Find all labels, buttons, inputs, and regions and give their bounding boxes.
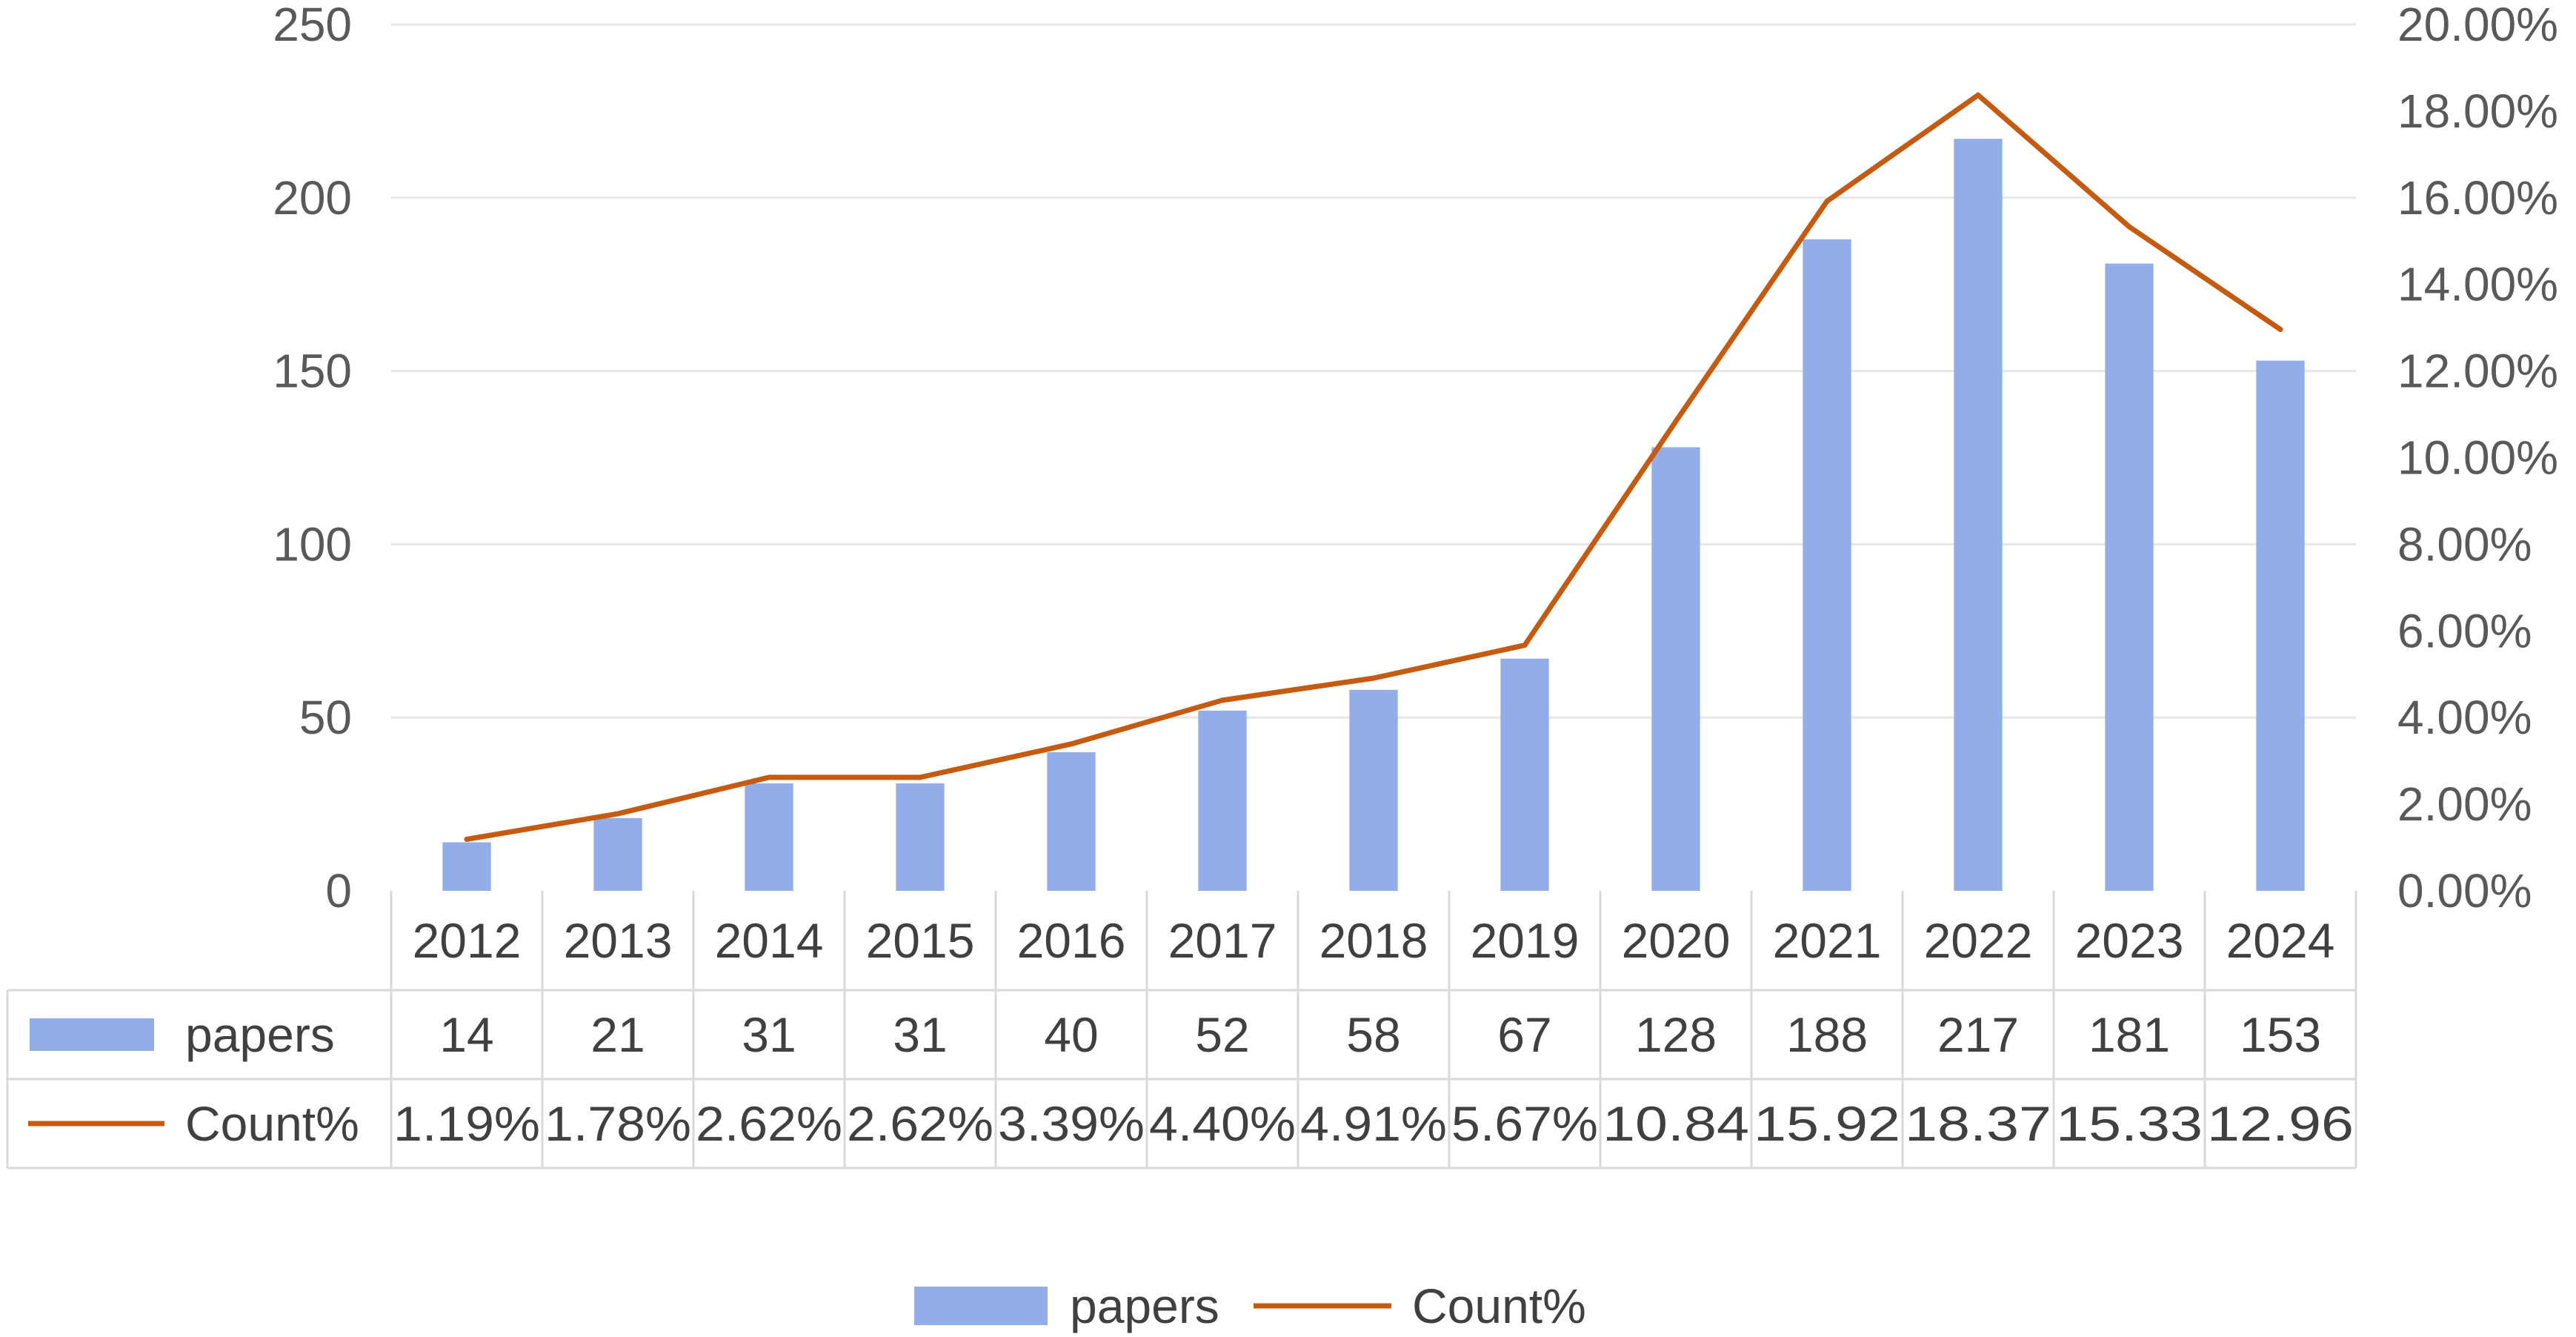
table-cell-papers: 52 — [1195, 1007, 1249, 1062]
table-cell-count-percent: 10.84 — [1602, 1096, 1749, 1151]
bar-papers — [1047, 752, 1096, 891]
legend-key-papers — [914, 1287, 1048, 1325]
table-cell-count-percent: 1.19% — [393, 1096, 540, 1151]
left-axis-ticks: 0 50 100 150 200 250 — [273, 0, 352, 918]
table-cell-count-percent: 4.40% — [1149, 1096, 1296, 1151]
table-cell-papers: 67 — [1497, 1007, 1551, 1062]
point-count-percent — [615, 811, 621, 817]
table-cell-count-percent: 15.92 — [1754, 1096, 1900, 1151]
right-axis-tick-label: 8.00% — [2397, 517, 2532, 571]
legend-label-papers: papers — [1070, 1278, 1219, 1333]
category-label: 2015 — [866, 913, 975, 968]
category-label: 2014 — [715, 913, 824, 968]
bar-series-papers — [442, 139, 2305, 892]
table-cell-papers: 31 — [742, 1007, 796, 1062]
point-count-percent — [917, 774, 923, 780]
table-row-header-papers: papers — [185, 1007, 335, 1062]
right-axis-tick-label: 16.00% — [2397, 171, 2558, 225]
right-axis-tick-label: 12.00% — [2397, 345, 2558, 398]
point-count-percent — [2126, 224, 2132, 230]
point-count-percent — [2277, 326, 2283, 332]
category-label: 2018 — [1319, 913, 1428, 968]
right-axis-tick-label: 18.00% — [2397, 84, 2558, 138]
category-label: 2012 — [413, 913, 522, 968]
right-axis-tick-label: 14.00% — [2397, 258, 2558, 311]
table-key-papers — [30, 1018, 154, 1051]
bar-papers — [2105, 263, 2154, 891]
table-cell-papers: 14 — [439, 1007, 493, 1062]
table-cell-papers: 181 — [2089, 1007, 2170, 1062]
table-cell-count-percent: 2.62% — [847, 1096, 994, 1151]
left-axis-tick-label: 0 — [325, 864, 352, 918]
left-axis-tick-label: 250 — [273, 0, 352, 51]
table-cell-count-percent: 18.37 — [1905, 1096, 2051, 1151]
bar-papers — [1803, 239, 1851, 891]
table-cell-papers: 188 — [1786, 1007, 1868, 1062]
table-cell-papers: 21 — [590, 1007, 645, 1062]
table-cell-count-percent: 1.78% — [545, 1096, 691, 1151]
left-axis-tick-label: 150 — [273, 345, 352, 398]
legend-label-count-percent: Count% — [1412, 1278, 1586, 1333]
table-cell-papers: 217 — [1937, 1007, 2019, 1062]
table-row-header-count-percent: Count% — [185, 1096, 359, 1151]
point-count-percent — [1371, 675, 1377, 681]
legend: papers Count% — [914, 1278, 1586, 1333]
table-cell-papers: 153 — [2240, 1007, 2321, 1062]
right-axis-tick-label: 0.00% — [2397, 864, 2532, 918]
right-axis-tick-label: 6.00% — [2397, 604, 2532, 657]
point-count-percent — [1975, 92, 1981, 98]
point-count-percent — [1522, 643, 1528, 648]
table-cell-count-percent: 15.33 — [2056, 1096, 2203, 1151]
table-cell-count-percent: 4.91% — [1300, 1096, 1447, 1151]
bar-papers — [745, 783, 793, 891]
bar-papers — [2256, 360, 2305, 891]
point-count-percent — [1673, 418, 1679, 424]
table-cell-count-percent: 3.39% — [998, 1096, 1145, 1151]
category-label: 2023 — [2075, 913, 2184, 968]
right-axis-ticks: 0.00% 2.00% 4.00% 6.00% 8.00% 10.00% 12.00% 14.… — [2397, 0, 2558, 918]
point-count-percent — [464, 836, 470, 842]
point-count-percent — [1068, 741, 1074, 747]
table-cell-papers: 31 — [893, 1007, 947, 1062]
table-cell-papers: 128 — [1635, 1007, 1717, 1062]
bar-papers — [593, 817, 642, 891]
data-table: 2012 2013 2014 2015 2016 2017 2018 2019 2020 2021… — [6, 891, 2357, 1170]
point-count-percent — [766, 774, 772, 780]
table-cell-papers: 40 — [1044, 1007, 1098, 1062]
table-cell-papers: 58 — [1346, 1007, 1400, 1062]
gridlines — [391, 23, 2356, 719]
category-label: 2016 — [1017, 913, 1126, 968]
bar-papers — [1349, 689, 1398, 891]
category-label: 2020 — [1622, 913, 1731, 968]
point-count-percent — [1824, 198, 1830, 204]
category-label: 2013 — [564, 913, 673, 968]
point-count-percent — [1219, 697, 1225, 703]
table-cell-count-percent: 12.96 — [2207, 1096, 2354, 1151]
category-label: 2022 — [1924, 913, 2033, 968]
category-label: 2017 — [1168, 913, 1277, 968]
category-label: 2021 — [1773, 913, 1882, 968]
left-axis-tick-label: 100 — [273, 517, 352, 571]
line-series-count-percent — [464, 92, 2283, 842]
bar-papers — [1954, 139, 2003, 892]
bar-papers — [1651, 447, 1700, 891]
left-axis-tick-label: 50 — [299, 691, 352, 744]
right-axis-tick-label: 20.00% — [2397, 0, 2558, 51]
table-cell-count-percent: 5.67% — [1451, 1096, 1598, 1151]
left-axis-tick-label: 200 — [273, 171, 352, 225]
right-axis-tick-label: 4.00% — [2397, 691, 2532, 744]
category-label: 2024 — [2226, 913, 2335, 968]
right-axis-tick-label: 2.00% — [2397, 777, 2532, 831]
table-cell-count-percent: 2.62% — [696, 1096, 842, 1151]
category-label: 2019 — [1471, 913, 1580, 968]
bar-papers — [896, 783, 945, 891]
bar-papers — [1198, 710, 1247, 891]
right-axis-tick-label: 10.00% — [2397, 431, 2558, 485]
bar-papers — [1500, 658, 1549, 891]
bar-papers — [442, 842, 491, 891]
